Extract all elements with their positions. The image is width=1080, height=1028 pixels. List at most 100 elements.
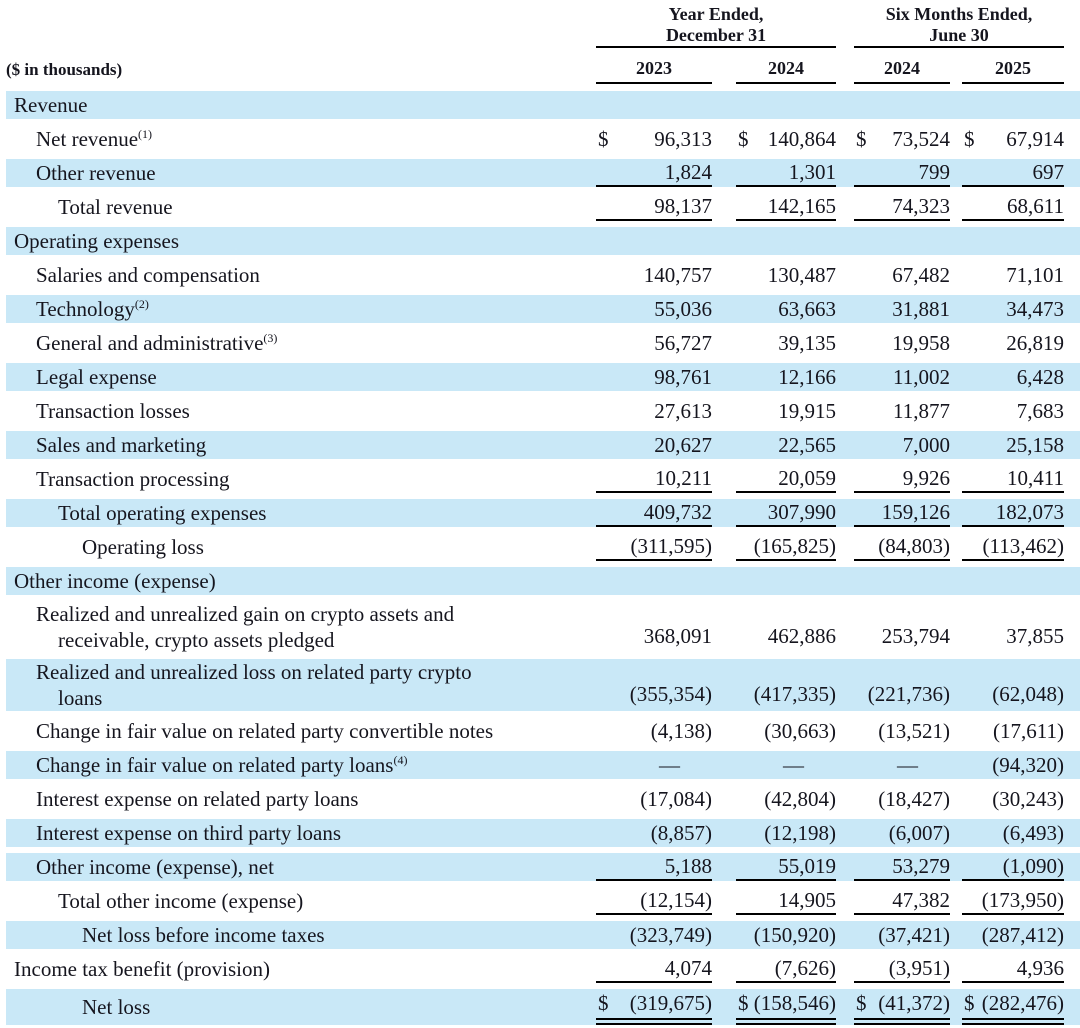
- value-cell: (12,198): [736, 819, 836, 847]
- row-right-pad: [1064, 601, 1080, 653]
- cell-value: 7,000: [902, 432, 950, 457]
- cell-value: (287,412): [981, 922, 1064, 947]
- cell-value: (62,048): [992, 682, 1064, 706]
- cell-value: 130,487: [767, 262, 836, 287]
- cell-value: (17,611): [993, 718, 1064, 743]
- row-right-pad: [1064, 533, 1080, 561]
- cell-value: 4,074: [664, 955, 712, 980]
- column-gap: [950, 785, 962, 813]
- value-cell: 98,137: [596, 193, 712, 221]
- cell-value: (355,354): [629, 682, 712, 706]
- row-right-pad: [1064, 431, 1080, 459]
- value-cell: 253,794: [854, 601, 950, 653]
- value-cell: 1,824: [596, 159, 712, 187]
- column-gap: [836, 159, 854, 187]
- column-gap: [836, 659, 854, 711]
- value-cell: 74,323: [854, 193, 950, 221]
- table-row: Other revenue 1,824 1,301 799 697: [6, 156, 1080, 190]
- value-cell: $67,914: [962, 125, 1064, 153]
- table-row: Salaries and compensation 140,757 130,487 6…: [6, 258, 1080, 292]
- row-right-pad: [1064, 363, 1080, 391]
- header-spacer: [6, 4, 596, 48]
- row-label: Salaries and compensation: [36, 262, 260, 287]
- value-cell: 140,757: [596, 261, 712, 289]
- cell-value: 39,135: [778, 330, 836, 355]
- value-cell: (18,427): [854, 785, 950, 813]
- column-gap: [950, 499, 962, 527]
- value-cell: (84,803): [854, 533, 950, 561]
- column-gap: [836, 295, 854, 323]
- column-gap: [712, 329, 736, 357]
- column-gap: [950, 887, 962, 915]
- column-gap: [712, 397, 736, 425]
- column-gap: [712, 261, 736, 289]
- column-gap: [836, 431, 854, 459]
- value-cell: 34,473: [962, 295, 1064, 323]
- value-cell: 10,411: [962, 465, 1064, 493]
- cell-value: 799: [918, 159, 951, 184]
- value-cell: $73,524: [854, 125, 950, 153]
- value-cell: 11,002: [854, 363, 950, 391]
- column-gap: [712, 853, 736, 881]
- cell-value: 34,473: [1006, 296, 1064, 321]
- row-label: General and administrative(3): [36, 330, 278, 355]
- table-row: Realized and unrealized gain on crypto a…: [6, 598, 1080, 656]
- row-right-pad: [1064, 159, 1080, 187]
- value-cell: (30,243): [962, 785, 1064, 813]
- table-row: Operating loss (311,595) (165,825) (84,803)…: [6, 530, 1080, 564]
- value-cell: (42,804): [736, 785, 836, 813]
- row-right-pad: [1064, 193, 1080, 221]
- section-row: Other income (expense): [6, 564, 1080, 598]
- cell-value: (12,154): [640, 887, 712, 912]
- column-gap: [712, 431, 736, 459]
- column-group-title-line1: Year Ended,: [668, 4, 764, 24]
- value-cell: $ (158,546): [736, 989, 836, 1025]
- column-gap: [836, 533, 854, 561]
- currency-symbol: $: [856, 126, 867, 151]
- table-row: Transaction losses 27,613 19,915 11,877 7,68…: [6, 394, 1080, 428]
- value-cell: 68,611: [962, 193, 1064, 221]
- value-cell: $ (41,372): [854, 989, 950, 1025]
- cell-value: (158,546): [753, 991, 836, 1015]
- column-gap: [712, 921, 736, 949]
- units-label: ($ in thousands): [6, 60, 123, 79]
- column-gap: [836, 125, 854, 153]
- cell-value: 67,482: [892, 262, 950, 287]
- value-cell: 5,188: [596, 853, 712, 881]
- row-right-pad: [1064, 887, 1080, 915]
- value-cell: 98,761: [596, 363, 712, 391]
- value-cell: 142,165: [736, 193, 836, 221]
- row-right-pad: [596, 567, 1080, 595]
- row-right-pad: [1064, 499, 1080, 527]
- row-right-pad: [1064, 751, 1080, 779]
- cell-value: (173,950): [981, 887, 1064, 912]
- value-cell: (221,736): [854, 659, 950, 711]
- value-cell: (311,595): [596, 533, 712, 561]
- column-gap: [836, 465, 854, 493]
- value-cell: (17,611): [962, 717, 1064, 745]
- cell-value: 14,905: [778, 887, 836, 912]
- column-gap: [712, 955, 736, 983]
- column-group-title-line2: December 31: [665, 25, 767, 46]
- table-row: Sales and marketing 20,627 22,565 7,000 25,1…: [6, 428, 1080, 462]
- value-cell: (37,421): [854, 921, 950, 949]
- value-cell: 71,101: [962, 261, 1064, 289]
- section-row: Revenue: [6, 88, 1080, 122]
- cell-value: (30,243): [992, 786, 1064, 811]
- value-cell: $ (282,476): [962, 989, 1064, 1025]
- column-gap: [836, 853, 854, 881]
- cell-value: 37,855: [1006, 624, 1064, 648]
- table-row: Transaction processing 10,211 20,059 9,926 1…: [6, 462, 1080, 496]
- cell-value: (282,476): [981, 991, 1064, 1015]
- row-label: Net revenue(1): [36, 126, 153, 151]
- column-gap: [950, 717, 962, 745]
- value-cell: 47,382: [854, 887, 950, 915]
- column-gap: [950, 751, 962, 779]
- cell-value: (319,675): [629, 991, 712, 1015]
- column-gap: [712, 717, 736, 745]
- footnote-marker: (3): [263, 330, 278, 345]
- row-label: Total operating expenses: [58, 500, 267, 525]
- table-body: Revenue Net revenue(1) $96,313 $140,864 $73,…: [6, 88, 1080, 1028]
- row-right-pad: [596, 91, 1080, 119]
- section-row: Operating expenses: [6, 224, 1080, 258]
